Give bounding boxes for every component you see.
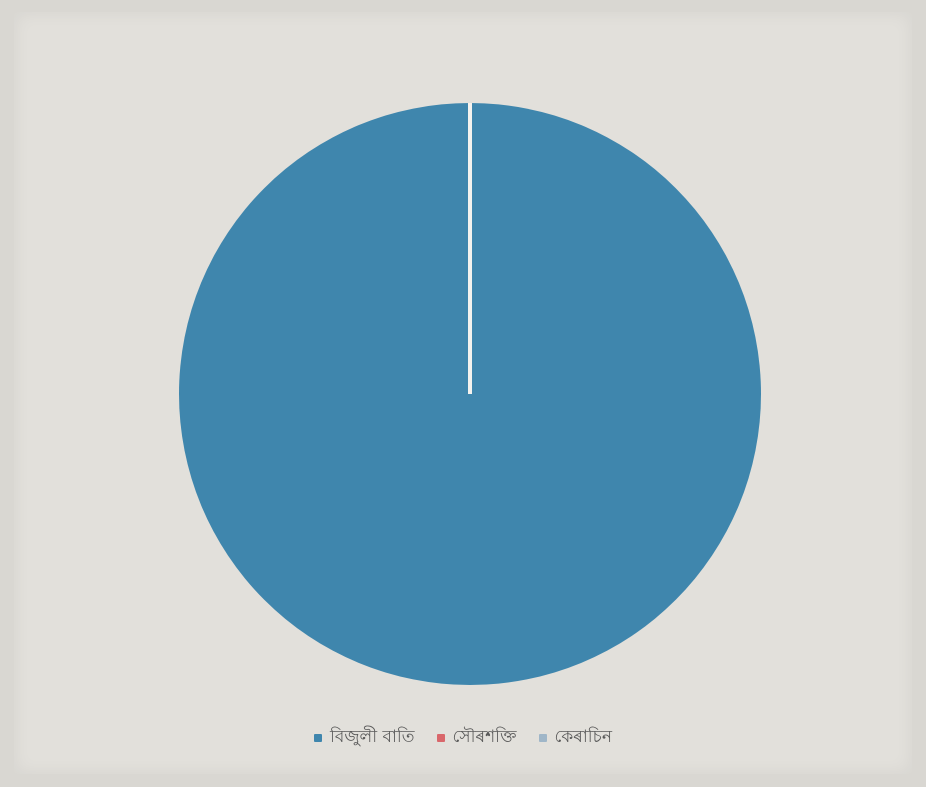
legend-label-kerosene: কেৰাচিন	[554, 727, 612, 747]
legend-swatch-solar-energy	[436, 734, 445, 742]
legend-swatch-kerosene	[538, 734, 547, 742]
legend-item-kerosene: কেৰাচিন	[538, 724, 612, 752]
legend-swatch-electric-light	[314, 734, 323, 742]
chart-legend: বিজুলী বাতি সৌৰশক্তি কেৰাচিন	[0, 718, 926, 758]
legend-item-solar-energy: সৌৰশক্তি	[436, 724, 517, 752]
legend-item-electric-light: বিজুলী বাতি	[314, 724, 415, 752]
legend-label-solar-energy: সৌৰশক্তি	[452, 727, 517, 747]
legend-label-electric-light: বিজুলী বাতি	[330, 727, 415, 747]
